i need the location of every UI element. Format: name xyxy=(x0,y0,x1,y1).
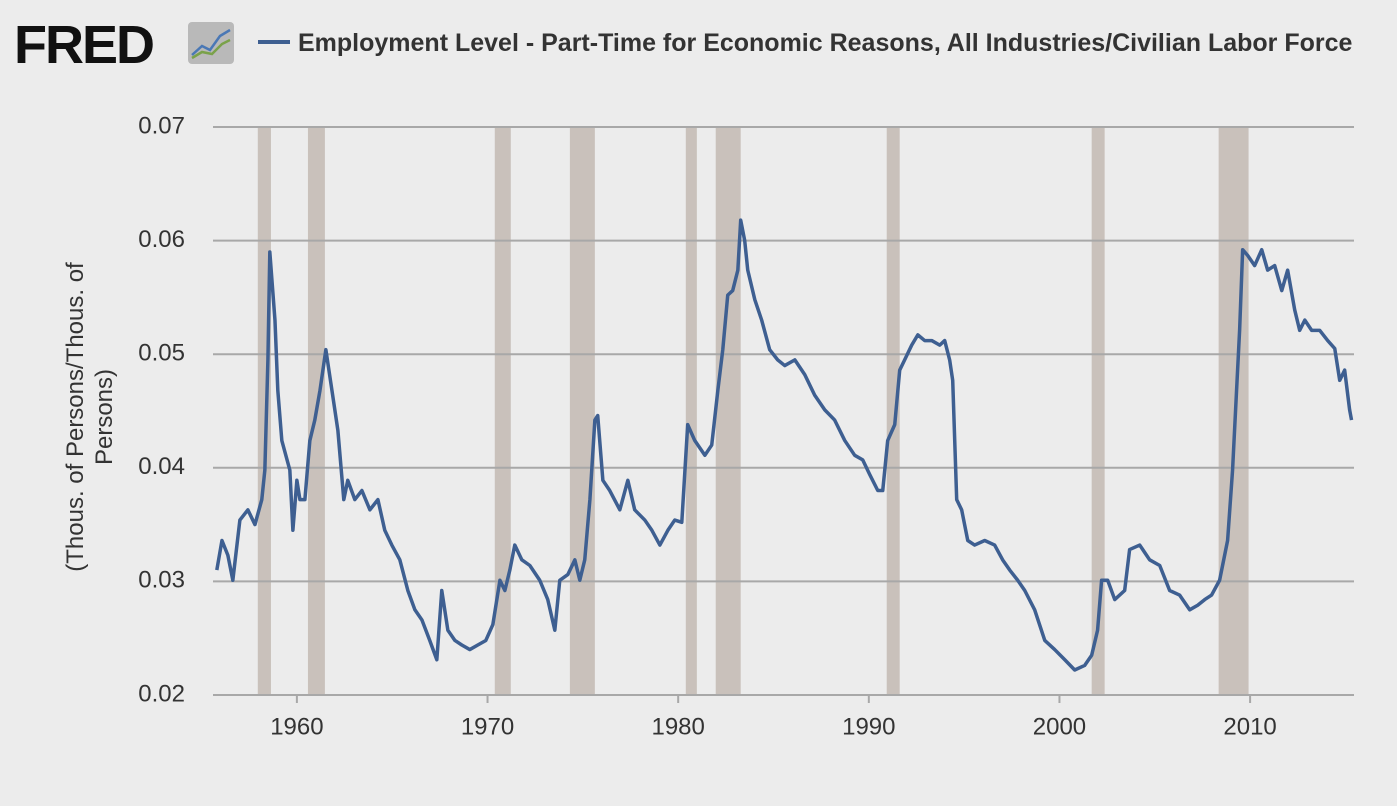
legend-label: Employment Level - Part-Time for Economi… xyxy=(298,29,1353,57)
recession-band xyxy=(257,127,271,695)
logo: FRED xyxy=(14,15,155,75)
y-axis-label: (Thous. of Persons/Thous. of Persons) xyxy=(62,262,118,572)
recession-band xyxy=(1091,127,1105,695)
recession-band xyxy=(494,127,511,695)
y-tick-label: 0.07 xyxy=(138,112,185,139)
y-tick-label: 0.05 xyxy=(138,340,185,367)
x-tick-label: 1990 xyxy=(842,713,895,740)
x-tick-label: 1980 xyxy=(651,713,704,740)
y-tick-label: 0.02 xyxy=(138,680,185,707)
recession-band xyxy=(1218,127,1249,695)
recession-band xyxy=(715,127,741,695)
y-tick-label: 0.06 xyxy=(138,226,185,253)
recession-band xyxy=(886,127,900,695)
recession-band xyxy=(685,127,697,695)
y-tick-label: 0.03 xyxy=(138,567,185,594)
y-tick-label: 0.04 xyxy=(138,453,185,480)
recession-band xyxy=(569,127,595,695)
x-tick-label: 1970 xyxy=(461,713,514,740)
x-tick-label: 2010 xyxy=(1223,713,1276,740)
data-line xyxy=(215,218,1354,672)
x-tick-label: 1960 xyxy=(270,713,323,740)
x-tick-label: 2000 xyxy=(1033,713,1086,740)
logo-icon xyxy=(188,22,234,64)
